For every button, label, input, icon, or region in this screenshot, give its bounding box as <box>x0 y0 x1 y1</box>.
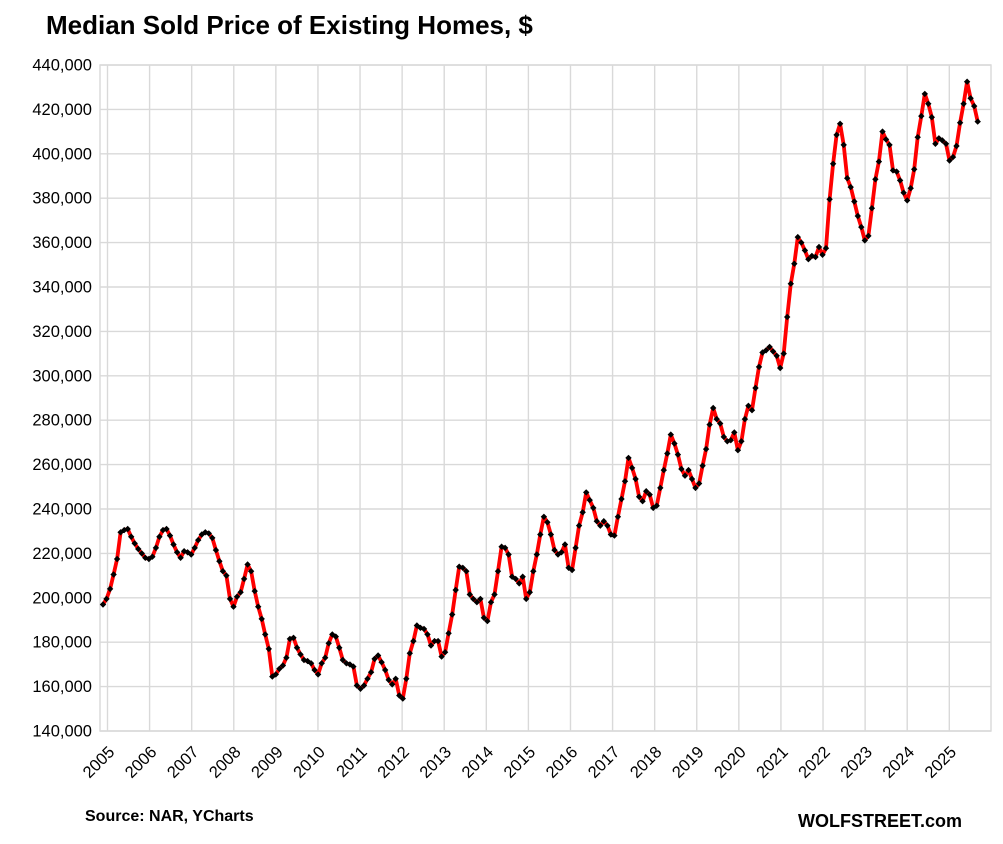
y-axis-tick-label: 200,000 <box>32 589 92 607</box>
x-axis-year-label: 2025 <box>921 743 960 782</box>
x-axis-year-label: 2008 <box>206 743 245 782</box>
plot-border <box>99 64 992 732</box>
y-axis-tick-label: 340,000 <box>32 279 92 297</box>
y-axis-tick-label: 380,000 <box>32 190 92 208</box>
y-axis-tick-label: 360,000 <box>32 234 92 252</box>
x-axis-year-label: 2012 <box>374 743 413 782</box>
x-axis-year-label: 2013 <box>416 743 455 782</box>
y-axis-tick-label: 300,000 <box>32 367 92 385</box>
x-axis-year-label: 2021 <box>753 743 792 782</box>
y-axis-tick-label: 320,000 <box>32 323 92 341</box>
x-axis-year-label: 2022 <box>795 743 834 782</box>
y-axis-tick-label: 180,000 <box>32 634 92 652</box>
y-axis-tick-label: 220,000 <box>32 545 92 563</box>
x-axis-year-label: 2010 <box>290 743 329 782</box>
x-axis-year-label: 2006 <box>122 743 161 782</box>
x-axis-year-label: 2023 <box>837 743 876 782</box>
y-axis-tick-label: 400,000 <box>32 145 92 163</box>
x-axis-year-label: 2020 <box>711 743 750 782</box>
data-point-markers <box>99 78 981 702</box>
chart-title: Median Sold Price of Existing Homes, $ <box>46 10 533 40</box>
x-axis-year-label: 2016 <box>543 743 582 782</box>
x-axis-year-label: 2015 <box>501 743 540 782</box>
x-axis-year-label: 2009 <box>248 743 287 782</box>
x-axis-year-label: 2018 <box>627 743 666 782</box>
y-axis-tick-label: 160,000 <box>32 678 92 696</box>
y-axis-tick-label: 260,000 <box>32 456 92 474</box>
x-axis-year-label: 2014 <box>458 743 497 782</box>
y-axis-tick-label: 240,000 <box>32 501 92 519</box>
y-axis-tick-label: 440,000 <box>32 57 92 75</box>
x-axis-year-label: 2024 <box>879 743 918 782</box>
x-axis-year-label: 2017 <box>585 743 624 782</box>
x-axis-year-label: 2019 <box>669 743 708 782</box>
x-axis-year-label: 2005 <box>80 743 119 782</box>
y-axis-tick-label: 140,000 <box>32 723 92 741</box>
y-axis-tick-label: 280,000 <box>32 412 92 430</box>
x-axis-year-label: 2011 <box>333 743 371 781</box>
wolfstreet-logo-text: WOLFSTREET.com <box>797 811 962 831</box>
source-note: Source: NAR, YCharts <box>85 808 254 825</box>
x-axis-year-label: 2007 <box>164 743 203 782</box>
y-axis-tick-label: 420,000 <box>32 101 92 119</box>
